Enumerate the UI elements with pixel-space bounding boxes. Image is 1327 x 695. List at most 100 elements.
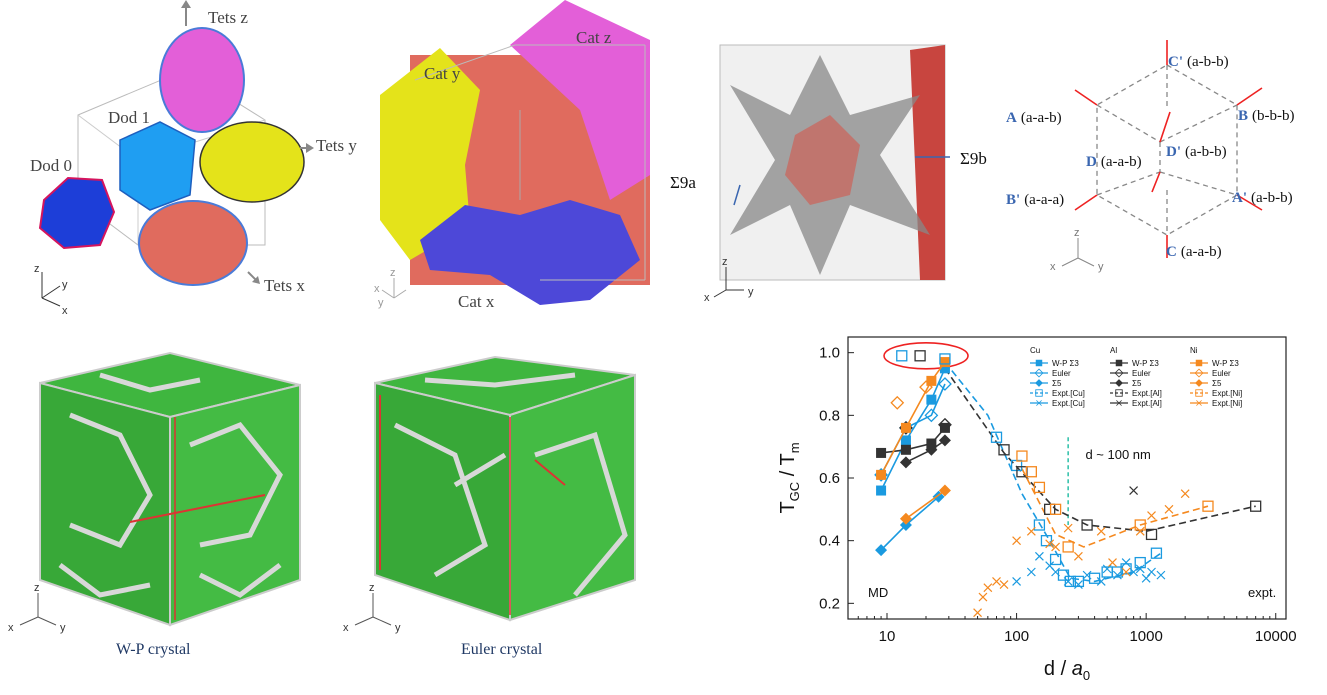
axis-y-label: y [378, 297, 384, 309]
data-point [1040, 535, 1053, 547]
data-point [1033, 481, 1046, 494]
legend-entry-label: Σ5 [1212, 379, 1222, 388]
data-point [1194, 368, 1204, 378]
data-series [874, 350, 1262, 618]
axis-z-label: z [369, 582, 375, 594]
data-point [1129, 486, 1139, 495]
data-point [1026, 567, 1036, 577]
series-line [905, 489, 946, 520]
data-point [1026, 526, 1036, 536]
caption-euler-crystal: Euler crystal [461, 641, 543, 658]
data-point [992, 576, 1001, 586]
hexagon-diagram: z x y C' (a-b-b) A (a-a-b) B (b-b-b) D (a-a-… [1006, 40, 1295, 273]
data-point [1051, 567, 1061, 577]
annotation-md: MD [868, 585, 888, 600]
x-axis-label-italic: a [1072, 658, 1083, 680]
data-point [926, 438, 937, 449]
data-point [876, 447, 887, 458]
axes-triad: z x y [8, 582, 66, 634]
series-al [914, 350, 1262, 541]
legend-entry-label: Expt.[Cu] [1052, 399, 1085, 408]
data-point [932, 490, 945, 503]
data-point [1035, 389, 1043, 397]
data-point [938, 377, 952, 391]
axis-y-label: y [395, 622, 401, 634]
series-ni [973, 489, 1190, 618]
data-point [899, 456, 912, 469]
data-point [914, 350, 926, 362]
plot-frame: 10 100 1000 10000 0.2 0.4 0.6 0.8 1.0 [819, 336, 1297, 645]
data-point [939, 353, 951, 365]
data-point [1180, 489, 1190, 499]
data-point [1195, 379, 1203, 387]
series-cu [1012, 551, 1166, 589]
data-point [1063, 523, 1073, 533]
series-line [880, 361, 946, 476]
data-point [1025, 466, 1037, 478]
y-tick-label: 0.6 [819, 470, 840, 487]
point-label-b: B (b-b-b) [1238, 108, 1295, 124]
data-point [1108, 558, 1117, 568]
data-point [1115, 379, 1123, 387]
data-point [919, 380, 933, 395]
annotation-cutoff: d ~ 100 nm [1085, 447, 1150, 462]
data-point [1196, 400, 1202, 406]
legend-entry-label: W-P Σ3 [1212, 359, 1239, 368]
data-point [924, 408, 939, 423]
y-axis-label-main: T [777, 501, 799, 513]
data-point [1102, 564, 1112, 574]
data-point [925, 443, 938, 456]
panel-wp-cell-structure: z y x Tets z Dod 1 Tets y Dod 0 Tets x [20, 0, 357, 320]
axis-x-label: x [8, 622, 14, 634]
data-point [1202, 500, 1214, 512]
series-ni [876, 357, 950, 480]
point-label-c: C (a-a-b) [1166, 244, 1222, 260]
axis-y-label: y [748, 286, 754, 298]
euler-crystal-illustration [374, 355, 636, 622]
data-point [896, 350, 908, 362]
series-ni [899, 484, 951, 525]
point-label-a: A (a-a-b) [1006, 110, 1062, 126]
panel-wp-crystal: z x y W-P crystal [0, 335, 320, 665]
data-point [983, 583, 993, 593]
data-point [876, 485, 887, 496]
data-point [1115, 359, 1123, 367]
y-tick-label: 0.2 [819, 595, 840, 612]
panel-cat-grains: z x y Cat z Cat y Cat x [370, 0, 670, 320]
data-point [938, 417, 952, 432]
series-ni [890, 380, 933, 410]
y-tick-label: 0.8 [819, 407, 840, 424]
wp-crystal-illustration [39, 351, 301, 627]
data-point [1049, 553, 1062, 566]
axis-x-label: x [374, 283, 380, 295]
data-point [900, 422, 911, 433]
data-point [1012, 536, 1022, 546]
series-line [880, 368, 946, 491]
axis-z-label: z [390, 267, 396, 279]
label-sigma9b: Σ9b [960, 149, 987, 168]
axes-triad: z x y [343, 582, 401, 634]
data-point [1114, 368, 1124, 378]
data-point [1081, 519, 1093, 531]
data-point [1073, 580, 1083, 589]
data-point [1033, 519, 1046, 531]
panel-tgc-chart: 10 100 1000 10000 0.2 0.4 0.6 0.8 1.0 Cu W-P Σ3 Eu… [760, 325, 1327, 694]
data-point [1073, 551, 1083, 561]
data-point [1141, 573, 1151, 583]
dashed-fits [944, 361, 1256, 583]
data-point [1150, 547, 1163, 559]
point-label-d-prime: D' (a-b-b) [1166, 144, 1227, 160]
label-dod-0: Dod 0 [30, 156, 73, 175]
axis-y-label: y [62, 279, 68, 291]
data-point [899, 512, 912, 525]
point-label-a-prime: A' (a-b-b) [1232, 190, 1293, 206]
data-point [939, 357, 950, 368]
data-point [938, 434, 951, 447]
data-point [1035, 379, 1043, 387]
data-point [1135, 564, 1145, 574]
data-point [990, 431, 1003, 443]
data-point [1034, 551, 1044, 561]
fit-line [944, 367, 1256, 533]
wp-cell-illustration: z y x [34, 0, 314, 317]
